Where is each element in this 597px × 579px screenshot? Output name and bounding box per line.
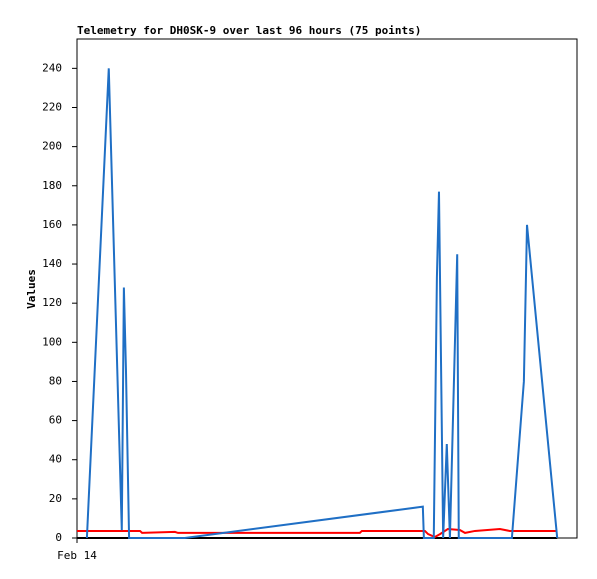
y-tick-label: 0 (55, 531, 62, 544)
y-tick-label: 60 (49, 414, 62, 427)
y-tick-label: 20 (49, 492, 62, 505)
y-tick-label: 40 (49, 453, 62, 466)
y-tick-label: 160 (42, 218, 62, 231)
plot-frame (76, 38, 578, 539)
y-tick-label: 220 (42, 100, 62, 113)
y-tick-label: 200 (42, 140, 62, 153)
series-line (85, 68, 559, 539)
y-tick-label: 100 (42, 335, 62, 348)
chart-title: Telemetry for DH0SK-9 over last 96 hours… (77, 24, 421, 37)
y-tick-label: 80 (49, 374, 62, 387)
y-tick-label: 240 (42, 61, 62, 74)
y-tick-label: 120 (42, 296, 62, 309)
x-tick-label: Feb 14 (57, 549, 97, 562)
y-tick-label: 180 (42, 179, 62, 192)
series-line (77, 527, 558, 539)
y-axis-label: Values (25, 269, 38, 309)
y-tick-label: 140 (42, 257, 62, 270)
